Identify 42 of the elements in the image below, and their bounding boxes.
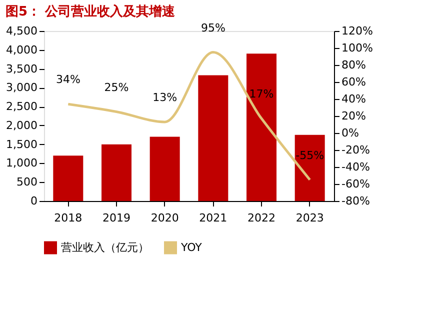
y-tick-label: 1,500	[6, 138, 38, 151]
x-tick-label: 2022	[248, 212, 276, 224]
y-tick-label: 4,500	[6, 24, 38, 38]
y2-tick-label: 20%	[342, 110, 366, 122]
y2-tick-label: 100%	[342, 42, 373, 54]
y-tick-label: 0	[30, 194, 38, 208]
y2-tick-label: -20%	[342, 144, 370, 156]
data-label: 95%	[200, 21, 226, 34]
chart-title: 图5： 公司营业收入及其增速	[6, 3, 176, 20]
legend-label: YOY	[180, 240, 202, 254]
data-label: 25%	[104, 80, 129, 94]
data-label: 34%	[56, 73, 80, 86]
x-tick-label: 2020	[150, 212, 179, 224]
bar	[294, 134, 325, 201]
y2-tick-label: 120%	[342, 24, 373, 38]
y2-tick-label: 40%	[342, 92, 366, 106]
y-tick-label: 500	[16, 176, 38, 189]
bar	[102, 144, 132, 201]
x-tick-label: 2021	[199, 212, 228, 224]
data-label: 13%	[152, 90, 178, 104]
y-tick-label: 4,000	[6, 43, 38, 56]
bar	[198, 75, 228, 201]
y2-tick-label: -60%	[342, 178, 370, 190]
data-label: 17%	[249, 88, 274, 101]
y2-tick-label: -40%	[342, 160, 370, 174]
y2-tick-label: 0%	[342, 126, 359, 140]
y-tick-label: 1,000	[6, 156, 38, 170]
x-tick-label: 2023	[296, 212, 324, 224]
y2-tick-label: -80%	[342, 194, 370, 208]
y-tick-label: 2,500	[6, 100, 38, 114]
y-tick-label: 3,500	[6, 62, 38, 76]
y-tick-label: 2,000	[6, 118, 38, 132]
bar	[150, 136, 180, 201]
legend-label: 营业收入（亿元）	[61, 240, 149, 254]
bar	[246, 54, 276, 201]
x-tick-label: 2019	[102, 212, 130, 224]
data-label: -55%	[296, 148, 324, 162]
y2-tick-label: 60%	[342, 76, 366, 88]
y2-tick-label: 80%	[342, 58, 366, 72]
bar	[53, 156, 84, 201]
y-tick-label: 3,000	[6, 81, 38, 94]
x-tick-label: 2018	[54, 212, 82, 224]
